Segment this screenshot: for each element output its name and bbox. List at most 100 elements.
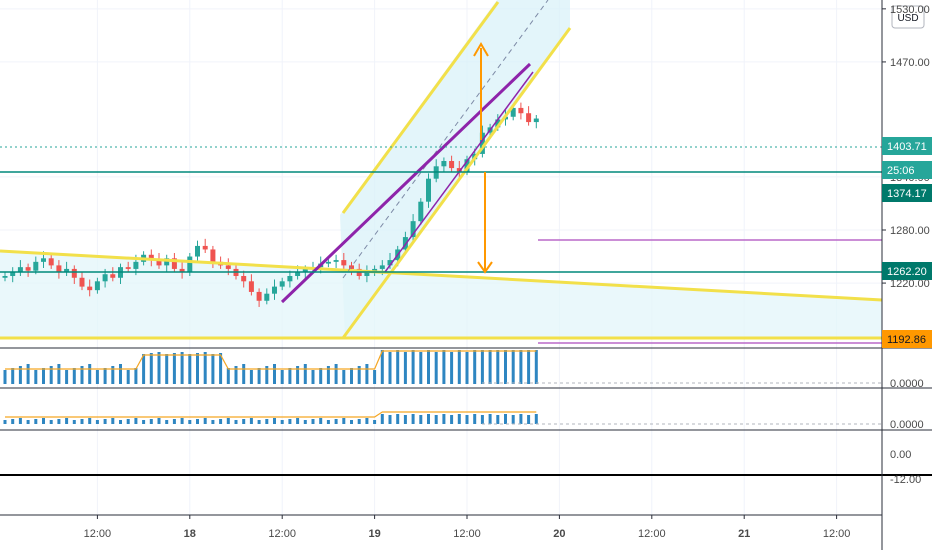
oscillator-bar[interactable] xyxy=(419,415,423,424)
candle[interactable] xyxy=(225,265,231,269)
volume-bar[interactable] xyxy=(326,366,330,384)
candle[interactable] xyxy=(379,265,385,269)
volume-bar[interactable] xyxy=(219,353,223,384)
volume-bar[interactable] xyxy=(411,350,415,384)
oscillator-bar[interactable] xyxy=(296,418,300,424)
volume-bar[interactable] xyxy=(18,366,22,384)
volume-bar[interactable] xyxy=(80,366,84,384)
candle[interactable] xyxy=(325,261,331,264)
volume-bar[interactable] xyxy=(488,350,492,384)
oscillator-bar[interactable] xyxy=(357,419,361,424)
candle[interactable] xyxy=(56,265,62,273)
candle[interactable] xyxy=(287,276,293,282)
volume-bar[interactable] xyxy=(249,370,253,384)
oscillator-bar[interactable] xyxy=(72,420,76,424)
oscillator-bar[interactable] xyxy=(126,419,130,424)
volume-bar[interactable] xyxy=(465,352,469,384)
oscillator-bar[interactable] xyxy=(465,415,469,424)
volume-bar[interactable] xyxy=(103,368,107,384)
volume-bar[interactable] xyxy=(3,370,7,384)
volume-bar[interactable] xyxy=(42,368,45,384)
volume-bar[interactable] xyxy=(504,350,507,384)
candle[interactable] xyxy=(295,272,301,276)
candle[interactable] xyxy=(195,245,200,257)
channel-median-line[interactable] xyxy=(342,0,549,279)
oscillator-bar[interactable] xyxy=(427,414,430,424)
candle[interactable] xyxy=(2,276,8,278)
volume-bar[interactable] xyxy=(257,368,261,384)
oscillator-bar[interactable] xyxy=(534,414,538,424)
volume-bar[interactable] xyxy=(427,350,430,384)
volume-bar[interactable] xyxy=(242,364,246,384)
volume-bar[interactable] xyxy=(88,364,92,384)
volume-bar[interactable] xyxy=(342,370,346,384)
oscillator-bar[interactable] xyxy=(265,419,269,424)
oscillator-bar[interactable] xyxy=(365,418,369,424)
candle[interactable] xyxy=(187,256,193,273)
oscillator-bar[interactable] xyxy=(373,420,377,424)
candle[interactable] xyxy=(110,274,116,278)
oscillator-bar[interactable] xyxy=(488,414,492,424)
volume-bar[interactable] xyxy=(149,353,153,384)
oscillator-bar[interactable] xyxy=(249,418,253,424)
oscillator-bar[interactable] xyxy=(234,420,238,424)
oscillator-bar[interactable] xyxy=(457,414,461,424)
candle[interactable] xyxy=(248,281,254,292)
volume-bar[interactable] xyxy=(72,368,76,384)
oscillator-bar[interactable] xyxy=(42,418,45,424)
volume-bar[interactable] xyxy=(457,350,461,384)
volume-bar[interactable] xyxy=(473,350,477,384)
oscillator-bar[interactable] xyxy=(280,420,284,424)
volume-bar[interactable] xyxy=(203,352,207,384)
candle[interactable] xyxy=(272,286,277,294)
candle[interactable] xyxy=(33,261,39,271)
oscillator-bar[interactable] xyxy=(103,419,107,424)
volume-bar[interactable] xyxy=(534,350,538,384)
candle[interactable] xyxy=(156,260,162,266)
volume-bar[interactable] xyxy=(180,352,184,384)
oscillator-bar[interactable] xyxy=(319,418,323,424)
volume-bar[interactable] xyxy=(157,352,161,384)
oscillator-bar[interactable] xyxy=(511,415,515,424)
volume-bar[interactable] xyxy=(303,364,307,384)
oscillator-bar[interactable] xyxy=(111,418,115,424)
volume-bar[interactable] xyxy=(57,364,61,384)
candle[interactable] xyxy=(241,276,247,282)
candle[interactable] xyxy=(210,249,216,262)
candle[interactable] xyxy=(456,168,462,172)
volume-bar[interactable] xyxy=(273,364,276,384)
candle[interactable] xyxy=(256,291,262,301)
candle[interactable] xyxy=(279,281,285,287)
candle[interactable] xyxy=(302,268,308,273)
volume-bar[interactable] xyxy=(396,350,400,384)
oscillator-bar[interactable] xyxy=(303,420,307,424)
candle[interactable] xyxy=(64,268,70,273)
volume-bar[interactable] xyxy=(280,370,284,384)
volume-bar[interactable] xyxy=(126,370,130,384)
oscillator-bar[interactable] xyxy=(527,415,531,424)
volume-bar[interactable] xyxy=(134,368,138,384)
oscillator-bar[interactable] xyxy=(450,415,454,424)
oscillator-bar[interactable] xyxy=(473,414,477,424)
oscillator-bar[interactable] xyxy=(18,418,22,424)
oscillator-bar[interactable] xyxy=(80,419,84,424)
volume-bar[interactable] xyxy=(234,366,238,384)
oscillator-bar[interactable] xyxy=(396,414,400,424)
volume-bar[interactable] xyxy=(11,368,15,384)
volume-bar[interactable] xyxy=(319,368,323,384)
oscillator-bar[interactable] xyxy=(442,414,446,424)
candle[interactable] xyxy=(148,254,154,261)
volume-bar[interactable] xyxy=(142,354,146,384)
candle[interactable] xyxy=(364,272,370,276)
volume-bar[interactable] xyxy=(419,352,423,384)
volume-bar[interactable] xyxy=(527,350,531,384)
oscillator-bar[interactable] xyxy=(88,418,92,424)
oscillator-bar[interactable] xyxy=(188,420,192,424)
volume-bar[interactable] xyxy=(95,370,99,384)
oscillator-bar[interactable] xyxy=(219,419,223,424)
volume-bar[interactable] xyxy=(434,352,438,384)
currency-box[interactable] xyxy=(891,5,925,29)
candle[interactable] xyxy=(164,258,170,266)
drawing-shapes[interactable] xyxy=(0,0,882,338)
volume-bar[interactable] xyxy=(380,350,384,384)
